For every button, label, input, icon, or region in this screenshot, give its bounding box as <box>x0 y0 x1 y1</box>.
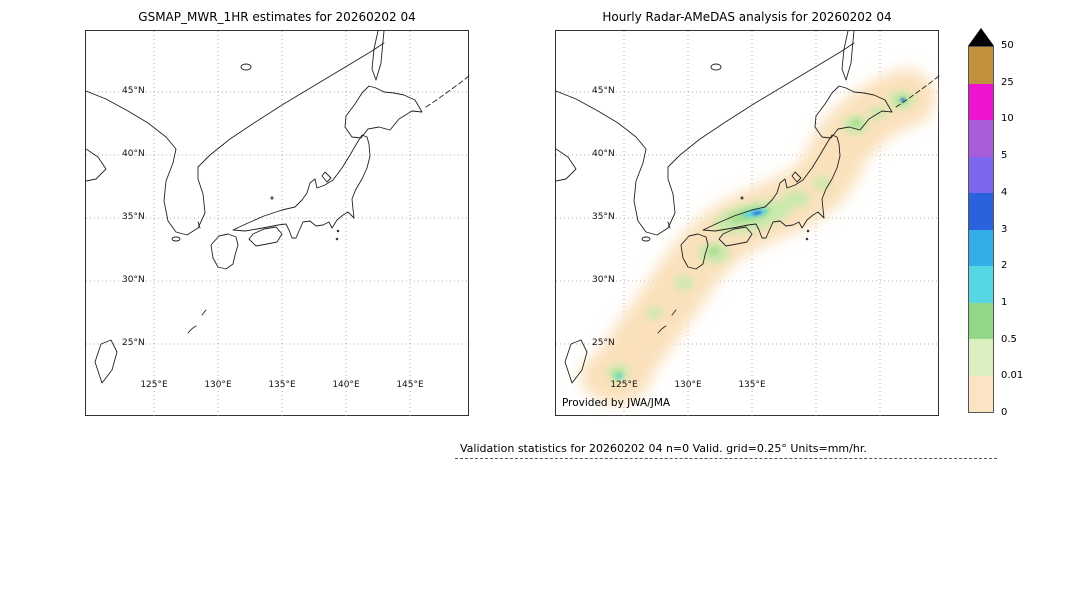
lon-tick-label: 130°E <box>674 380 702 390</box>
colorbar-band <box>969 266 993 303</box>
map-panel-radar: Hourly Radar-AMeDAS analysis for 2026020… <box>555 10 940 417</box>
colorbar-band <box>969 339 993 376</box>
caption-underline <box>455 458 997 459</box>
colorbar-tick-label: 3 <box>1001 223 1008 235</box>
coastlines <box>86 31 470 384</box>
lon-tick-label: 130°E <box>204 380 232 390</box>
colorbar-band <box>969 302 993 339</box>
grid-lines <box>86 31 470 417</box>
lat-tick-label: 45°N <box>592 86 615 96</box>
colorbar-overflow-triangle <box>968 28 994 46</box>
lat-tick-label: 30°N <box>122 275 145 285</box>
precipitation-overlay <box>580 69 935 405</box>
colorbar-tick-label: 5 <box>1001 150 1008 162</box>
colorbar-band <box>969 83 993 120</box>
lon-tick-label: 125°E <box>140 380 168 390</box>
colorbar-tick-label: 0.5 <box>1001 333 1017 345</box>
colorbar-band <box>969 47 993 84</box>
colorbar-tick-label: 25 <box>1001 76 1014 88</box>
colorbar: 50 25 10 5 4 3 2 1 0.5 0.01 0 <box>968 28 1080 418</box>
colorbar-band <box>969 193 993 230</box>
lat-tick-label: 40°N <box>122 149 145 159</box>
map-svg-gsmap <box>86 31 470 417</box>
colorbar-band <box>969 156 993 193</box>
lat-tick-label: 25°N <box>122 338 145 348</box>
colorbar-tick-label: 4 <box>1001 186 1008 198</box>
lon-tick-label: 145°E <box>396 380 424 390</box>
colorbar-tick-label: 0.01 <box>1001 370 1024 382</box>
colorbar-bands <box>968 46 994 413</box>
lat-tick-label: 25°N <box>592 338 615 348</box>
lat-tick-label: 35°N <box>592 212 615 222</box>
colorbar-band <box>969 229 993 266</box>
colorbar-tick-label: 1 <box>1001 296 1008 308</box>
colorbar-tick-label: 10 <box>1001 113 1014 125</box>
lon-tick-label: 135°E <box>738 380 766 390</box>
colorbar-band <box>969 120 993 157</box>
lat-tick-label: 30°N <box>592 275 615 285</box>
colorbar-tick-label: 2 <box>1001 260 1008 272</box>
colorbar-band <box>969 375 993 412</box>
provider-credit: Provided by JWA/JMA <box>562 397 671 409</box>
lat-tick-label: 40°N <box>592 149 615 159</box>
map-svg-radar <box>556 31 940 417</box>
lat-tick-label: 35°N <box>122 212 145 222</box>
lon-tick-label: 140°E <box>332 380 360 390</box>
colorbar-tick-label: 0 <box>1001 407 1008 418</box>
panel-title-gsmap: GSMAP_MWR_1HR estimates for 20260202 04 <box>138 10 416 24</box>
lon-tick-label: 125°E <box>610 380 638 390</box>
lon-tick-label: 135°E <box>268 380 296 390</box>
panel-title-radar: Hourly Radar-AMeDAS analysis for 2026020… <box>602 10 892 24</box>
lat-tick-label: 45°N <box>122 86 145 96</box>
map-panel-gsmap: GSMAP_MWR_1HR estimates for 20260202 04 … <box>85 10 470 417</box>
caption-text: Validation statistics for 20260202 04 n=… <box>460 442 867 455</box>
colorbar-tick-label: 50 <box>1001 40 1014 51</box>
